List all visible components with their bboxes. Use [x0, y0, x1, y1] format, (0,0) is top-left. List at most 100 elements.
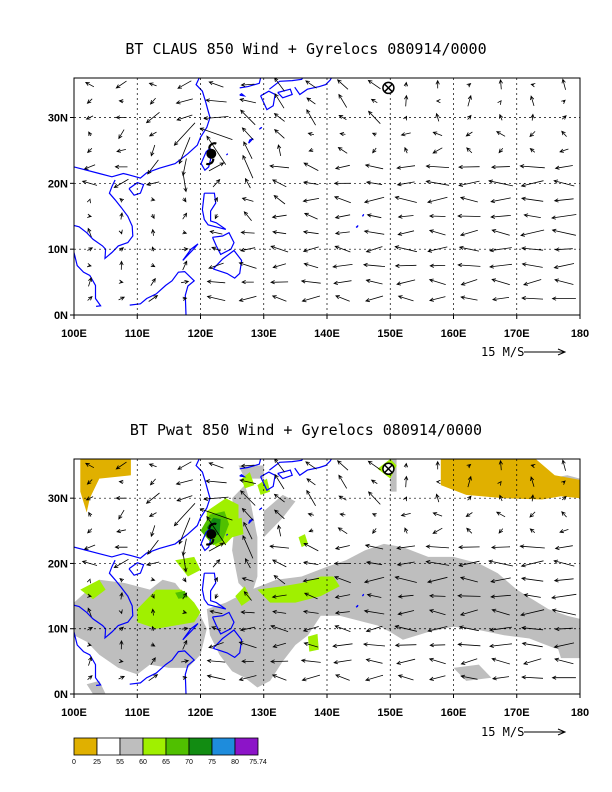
x-tick-label: 100E: [61, 707, 87, 719]
wind-vector: [466, 147, 473, 154]
wind-vector: [306, 97, 316, 105]
coastline: [182, 623, 199, 641]
wind-vector: [403, 496, 408, 502]
typhoon-symbol-arm: [208, 522, 217, 530]
wind-vector: [333, 659, 352, 665]
panel-1-symbols: [205, 81, 395, 166]
wind-vector: [151, 608, 156, 616]
wind-vector: [182, 577, 187, 583]
wind-vector: [305, 80, 317, 89]
wind-vector: [467, 475, 472, 488]
panel-2-y-tick-labels: 0N 10N 20N 30N: [48, 493, 74, 701]
wind-vector: [150, 277, 156, 286]
wind-vector: [205, 479, 227, 484]
wind-vector: [151, 228, 156, 236]
coastline: [258, 126, 263, 130]
wind-vector: [269, 544, 290, 549]
wind-vector: [238, 295, 257, 302]
wind-vector: [241, 279, 254, 285]
wind-vector: [491, 278, 510, 286]
wind-vector: [362, 642, 386, 647]
wind-vector: [425, 164, 450, 169]
x-tick-label: 150E: [377, 707, 403, 719]
wind-vector: [241, 659, 254, 664]
wind-vector: [239, 98, 256, 104]
wind-vector: [432, 527, 443, 534]
wind-vector: [199, 508, 233, 521]
wind-vector: [86, 578, 91, 584]
wind-vector: [183, 555, 188, 573]
wind-vector: [428, 278, 446, 285]
wind-vector: [394, 245, 417, 253]
panel-2-x-tick-labels: 100E 110E 120E 130E 140E 150E 160E 170E 180: [61, 694, 589, 719]
wind-vector: [530, 494, 535, 502]
wind-vector: [404, 475, 409, 488]
typhoon-symbol-icon: [205, 142, 217, 166]
coastline: [225, 533, 229, 536]
wind-vector: [150, 593, 155, 599]
wind-vector: [400, 132, 411, 137]
wind-vector: [212, 178, 221, 188]
coastline: [248, 138, 254, 144]
typhoon-symbol-arm: [208, 142, 217, 149]
wind-vector: [489, 247, 512, 253]
wind-vector: [213, 576, 218, 583]
wind-vector: [561, 130, 567, 137]
wind-vector: [362, 262, 386, 268]
panel-2-wind-vectors: [81, 459, 577, 682]
y-tick-label: 20N: [48, 178, 68, 190]
wind-vector: [432, 512, 443, 517]
reference-vector-label: 15 M/S: [481, 345, 524, 359]
wind-vector: [150, 197, 156, 202]
wind-vector: [427, 246, 448, 253]
wind-vector: [242, 534, 254, 559]
wind-vector: [467, 495, 472, 501]
wind-vector: [428, 593, 446, 599]
wind-vector: [432, 147, 443, 154]
wind-vector: [173, 122, 196, 146]
wind-vector: [530, 113, 535, 121]
wind-vector: [520, 180, 544, 188]
wind-vector: [551, 296, 576, 301]
coastline: [260, 90, 276, 111]
wind-vector: [336, 79, 349, 90]
pwat-60-region: [137, 589, 201, 629]
wind-vector: [149, 478, 156, 486]
wind-vector: [372, 147, 377, 154]
wind-vector: [366, 213, 382, 219]
wind-vector: [397, 674, 414, 681]
wind-vector: [554, 165, 573, 170]
wind-vector: [244, 177, 251, 189]
wind-vector: [335, 674, 350, 681]
wind-vector: [87, 213, 93, 218]
wind-vector: [551, 214, 577, 220]
wind-vector: [521, 246, 544, 251]
wind-vector: [203, 116, 229, 121]
wind-vector: [498, 78, 503, 90]
wind-vector: [467, 94, 472, 107]
panel-1-reference-vector: 15 M/S: [481, 345, 567, 359]
wind-vector: [239, 626, 256, 632]
coastline: [355, 604, 359, 608]
wind-vector: [302, 560, 319, 565]
wind-vector: [336, 460, 349, 471]
wind-vector: [206, 658, 226, 664]
wind-vector: [457, 263, 481, 268]
y-tick-label: 10N: [48, 244, 68, 256]
wind-vector: [561, 511, 567, 518]
wind-vector: [338, 93, 348, 108]
wind-vector: [370, 98, 378, 104]
wind-vector: [181, 247, 189, 252]
wind-vector: [273, 195, 286, 205]
wind-vector: [300, 279, 321, 284]
wind-vector: [458, 245, 479, 252]
wind-vector: [363, 609, 385, 615]
x-tick-label: 120E: [188, 328, 214, 340]
wind-vector: [208, 262, 224, 269]
wind-vector: [118, 296, 126, 301]
wind-vector: [428, 229, 446, 236]
wind-vector: [150, 657, 156, 666]
wind-vector: [529, 148, 536, 153]
wind-vector: [365, 278, 383, 285]
wind-vector: [334, 625, 351, 632]
